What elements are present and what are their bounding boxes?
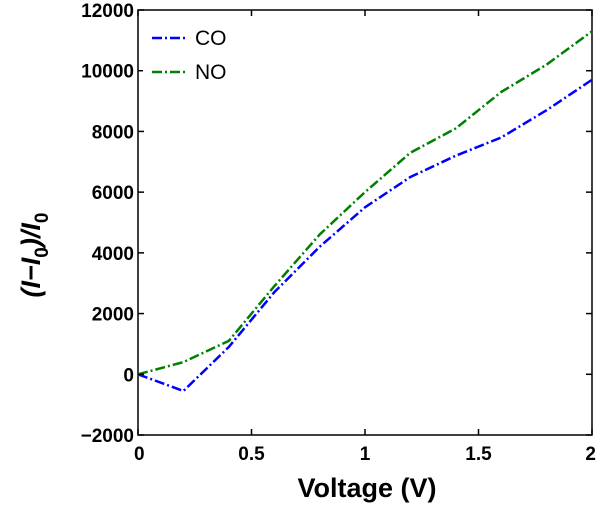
- y-axis-title-open: (I−I: [16, 257, 46, 297]
- x-axis-ticks: 0 0.5 1 1.5 2: [134, 10, 596, 465]
- y-axis-title: (I−I0)/I0: [16, 213, 53, 298]
- y-tick-label: 0: [123, 365, 134, 386]
- y-tick-label: 6000: [92, 183, 134, 204]
- x-tick-label: 0.5: [238, 444, 265, 465]
- legend-label-co: CO: [195, 27, 227, 50]
- y-axis-ticks: −2000 0 2000 4000 6000 8000 10000 12000: [81, 1, 592, 447]
- x-tick-label: 1: [360, 444, 371, 465]
- x-tick-label: 1.5: [465, 444, 492, 465]
- y-tick-label: −2000: [81, 426, 134, 447]
- y-tick-label: 4000: [92, 244, 134, 265]
- x-axis-title: Voltage (V): [297, 473, 436, 503]
- series-line-no: [137, 30, 593, 376]
- y-tick-label: 10000: [81, 62, 134, 83]
- series-lines: [137, 30, 593, 393]
- y-axis-title-mid: )/I: [16, 223, 46, 250]
- y-axis-title-sub2: 0: [32, 213, 53, 224]
- x-tick-label: 0: [134, 444, 145, 465]
- y-tick-label: 12000: [81, 1, 134, 22]
- legend: CO NO: [143, 18, 253, 84]
- x-tick-label: 2: [585, 444, 596, 465]
- y-tick-label: 2000: [92, 305, 134, 326]
- y-axis-title-sub1: 0: [32, 247, 53, 258]
- y-tick-label: 8000: [92, 122, 134, 143]
- legend-label-no: NO: [195, 61, 227, 84]
- series-line-co: [137, 78, 593, 393]
